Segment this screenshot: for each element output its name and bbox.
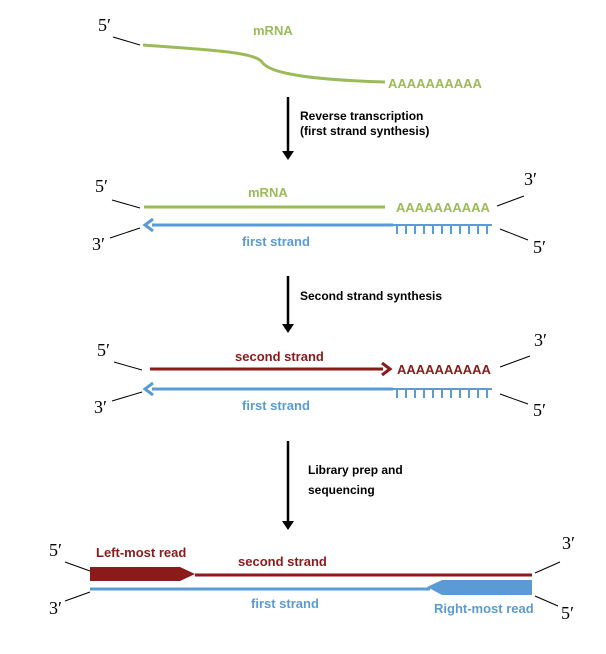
three-prime-label: 3′ — [524, 169, 537, 189]
mrna-five-prime-label: 5′ — [98, 15, 111, 35]
three-prime-label: 3′ — [562, 533, 575, 553]
stage-first-strand: 5′ mRNA AAAAAAAAAA 3′ 3′ first strand 5′ — [92, 169, 546, 257]
down-arrow-icon — [282, 151, 294, 160]
second-strand-label: second strand — [235, 349, 324, 364]
step-label-line2: sequencing — [308, 483, 375, 497]
three-prime-label: 3′ — [92, 234, 105, 254]
step-label-line2: (first strand synthesis) — [300, 124, 429, 138]
polyt-segment — [393, 388, 492, 398]
polyt-segment — [393, 224, 492, 234]
end-tick — [111, 391, 143, 402]
three-prime-label: 3′ — [534, 330, 547, 350]
mrna-label: mRNA — [253, 23, 293, 38]
five-prime-label: 5′ — [533, 237, 546, 257]
second-strand-label: second strand — [238, 554, 327, 569]
end-tick — [64, 561, 91, 572]
arrow-left-icon — [142, 217, 154, 233]
mrna-strand — [142, 43, 386, 84]
step-label-line1: Second strand synthesis — [300, 289, 442, 303]
right-most-read-label: Right-most read — [434, 601, 534, 616]
right-most-read — [427, 580, 532, 595]
five-prime-label: 5′ — [97, 340, 110, 360]
stage-sequencing-reads: 5′ Left-most read second strand 3′ 3′ fi… — [49, 533, 575, 623]
end-tick — [111, 199, 141, 209]
step-second-strand-synthesis: Second strand synthesis — [282, 276, 442, 333]
first-strand-label: first strand — [242, 398, 310, 413]
arrow-right-icon — [381, 361, 393, 377]
polya-tail: AAAAAAAAAA — [397, 362, 491, 377]
end-tick — [112, 36, 141, 46]
left-most-read-label: Left-most read — [96, 545, 186, 560]
end-tick — [499, 355, 531, 368]
first-strand-label: first strand — [242, 234, 310, 249]
end-tick — [113, 361, 143, 371]
three-prime-label: 3′ — [49, 598, 62, 618]
step-library-prep: Library prep and sequencing — [282, 441, 403, 530]
left-most-read — [90, 567, 195, 581]
mrna-label: mRNA — [248, 185, 288, 200]
first-strand-label: first strand — [251, 596, 319, 611]
stage-mrna: 5′ mRNA AAAAAAAAAA — [98, 15, 482, 91]
polya-tail: AAAAAAAAAA — [396, 200, 490, 215]
polya-tail: AAAAAAAAAA — [388, 76, 482, 91]
step-label-line1: Reverse transcription — [300, 109, 423, 123]
end-tick — [496, 195, 525, 207]
end-tick — [109, 227, 141, 239]
five-prime-label: 5′ — [49, 540, 62, 560]
arrow-left-icon — [142, 381, 154, 397]
end-tick — [534, 595, 559, 607]
three-prime-label: 3′ — [94, 397, 107, 417]
down-arrow-icon — [282, 521, 294, 530]
five-prime-label: 5′ — [533, 400, 546, 420]
end-tick — [64, 591, 91, 602]
end-tick — [499, 393, 529, 405]
stage-second-strand: 5′ second strand AAAAAAAAAA 3′ 3′ first … — [94, 330, 547, 420]
five-prime-label: 5′ — [561, 603, 574, 623]
five-prime-label: 5′ — [95, 176, 108, 196]
step-label-line1: Library prep and — [308, 463, 403, 477]
step-reverse-transcription: Reverse transcription (first strand synt… — [282, 97, 429, 160]
end-tick — [499, 228, 529, 241]
down-arrow-icon — [282, 324, 294, 333]
end-tick — [534, 561, 561, 574]
